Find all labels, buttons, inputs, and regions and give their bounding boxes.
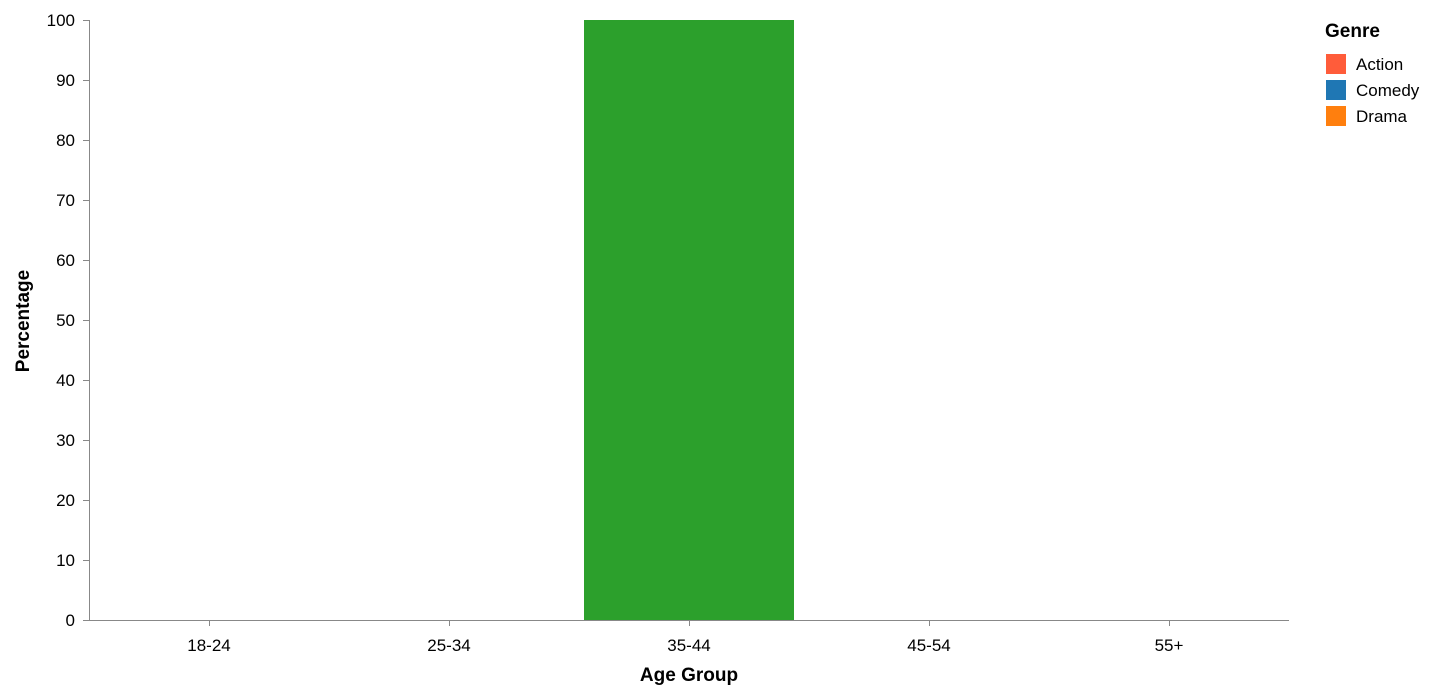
bar-35-44 [584,20,794,620]
y-tick-label: 100 [47,11,75,30]
y-tick-label: 80 [56,131,75,150]
y-tick-label: 70 [56,191,75,210]
y-tick-label: 90 [56,71,75,90]
legend-title: Genre [1325,21,1380,42]
legend-items: Action Comedy Drama [1326,54,1420,126]
y-tick-label: 60 [56,251,75,270]
legend-label-action: Action [1356,55,1403,74]
y-tick-label: 50 [56,311,75,330]
y-axis-title: Percentage [13,270,34,372]
y-tick-label: 30 [56,431,75,450]
x-axis-title: Age Group [640,665,738,686]
legend-label-drama: Drama [1356,107,1408,126]
axes-layer: 0 10 20 30 40 50 60 70 80 90 100 18-24 25-34 35-44 45-… [47,11,1289,655]
x-tick-label: 55+ [1155,636,1184,655]
legend-label-comedy: Comedy [1356,81,1420,100]
legend-swatch-comedy [1326,80,1346,100]
x-tick-label: 25-34 [427,636,470,655]
x-tick-label: 45-54 [907,636,950,655]
legend-swatch-drama [1326,106,1346,126]
x-tick-label: 18-24 [187,636,230,655]
y-tick-label: 40 [56,371,75,390]
legend-swatch-action [1326,54,1346,74]
legend: Genre Action Comedy Drama [1325,21,1420,126]
y-tick-label: 10 [56,551,75,570]
x-tick-label: 35-44 [667,636,710,655]
y-tick-label: 20 [56,491,75,510]
bars-layer [584,20,794,620]
y-tick-label: 0 [66,611,75,630]
